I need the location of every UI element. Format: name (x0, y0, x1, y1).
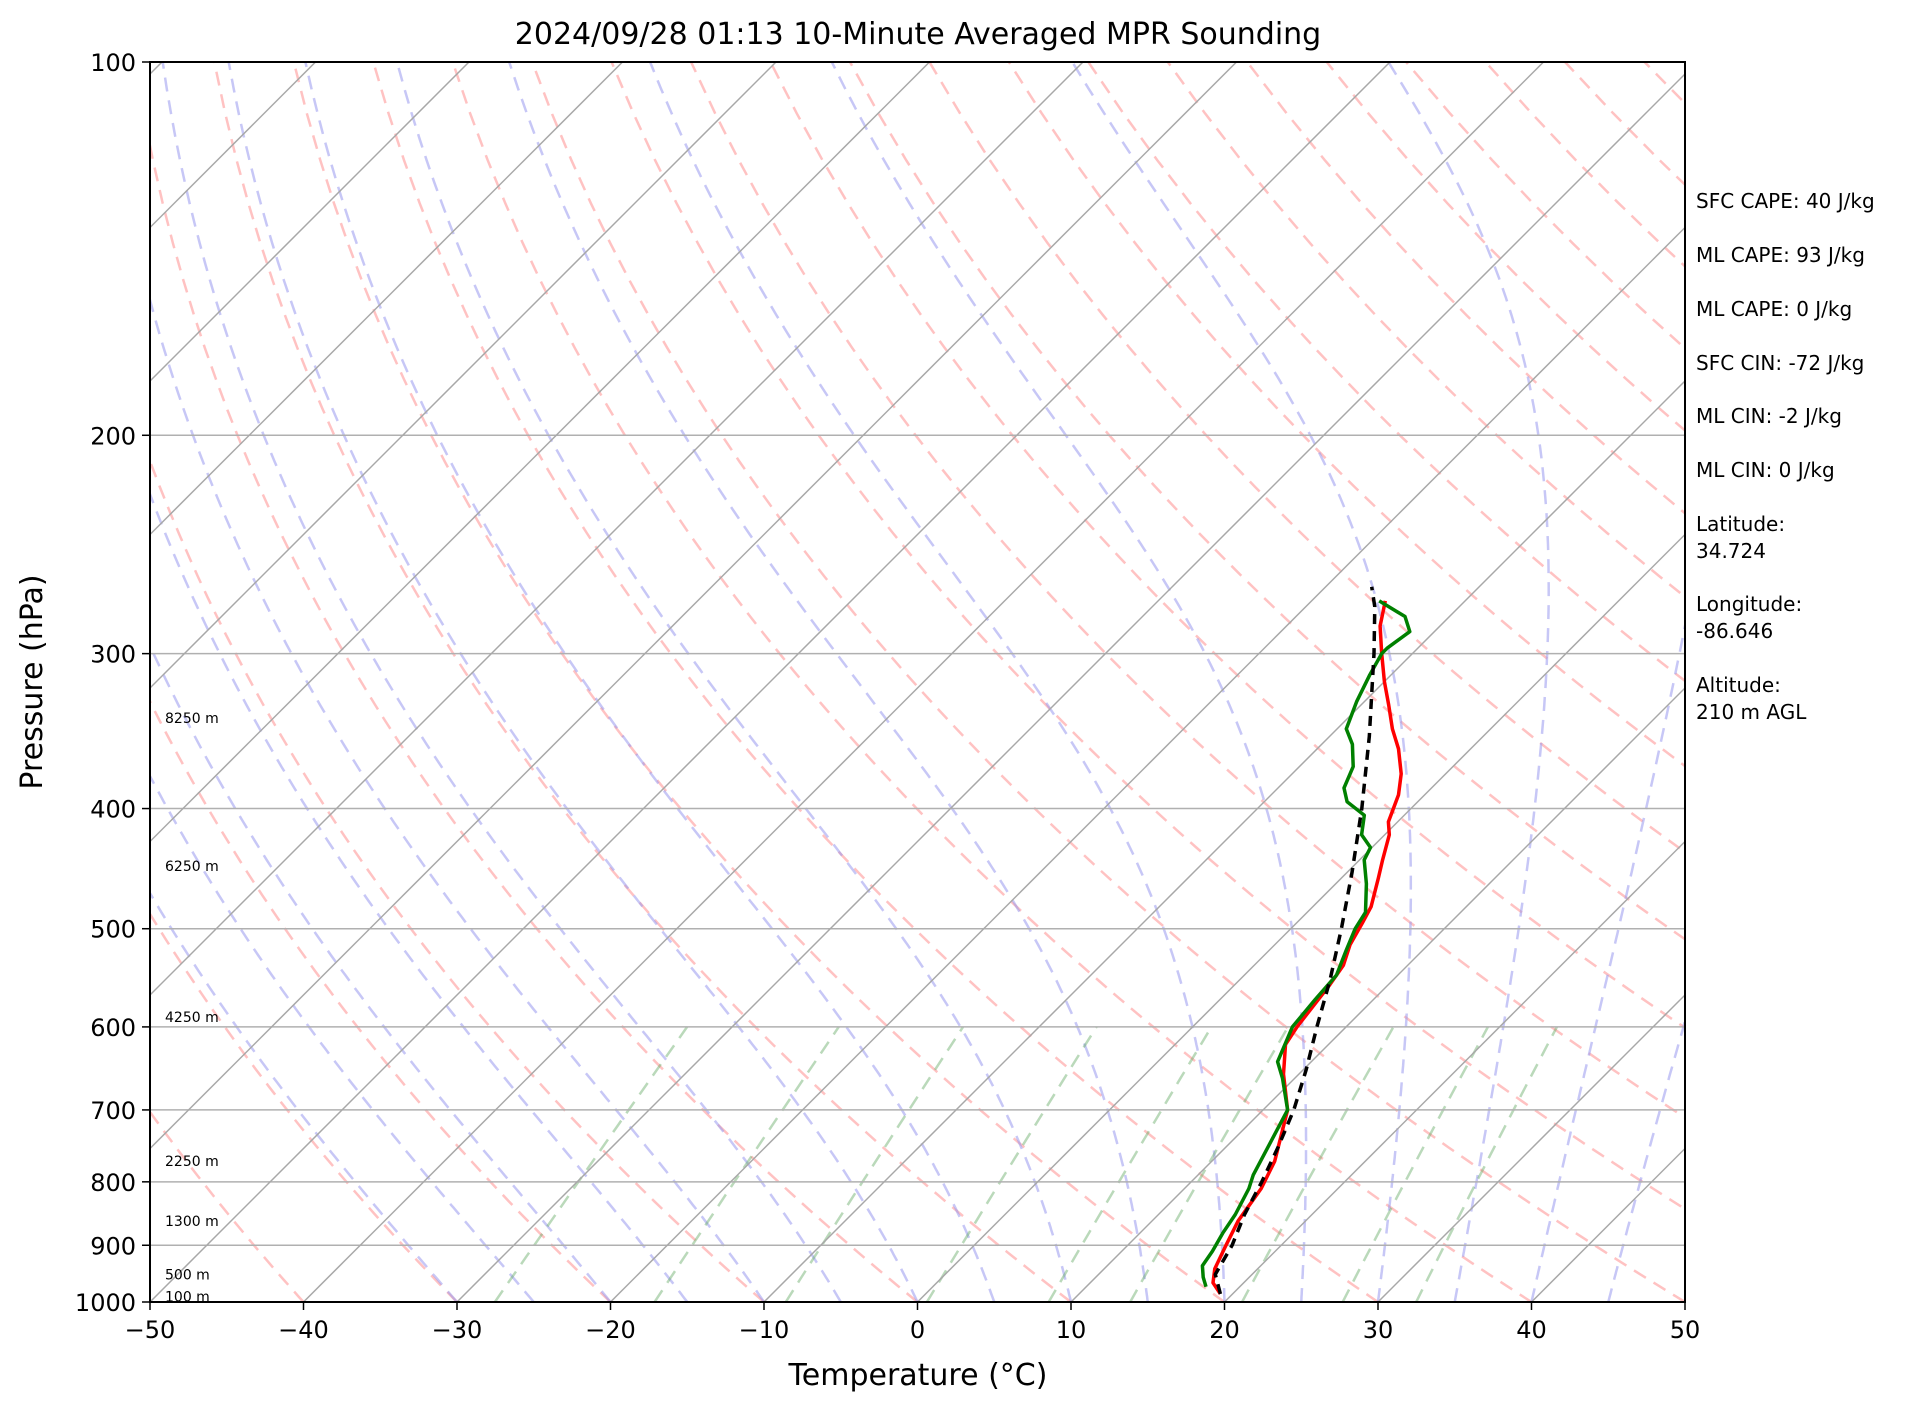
dry-adiabat-line (150, 698, 612, 1302)
data-series (1200, 586, 1412, 1295)
background-lines (150, 62, 1685, 1302)
y-tick-label: 600 (90, 1014, 136, 1042)
y-tick-label: 400 (90, 796, 136, 824)
isotherm-line (1223, 840, 1685, 1302)
isotherm-line (150, 62, 624, 536)
dry-adiabat-line (150, 1109, 305, 1302)
moist-adiabat-line (1387, 62, 1550, 1302)
moist-adiabat-line (161, 62, 842, 1302)
isotherm-line (609, 226, 1685, 1302)
info-panel: SFC CAPE: 40 J/kg ML CAPE: 93 J/kg ML CAPE… (1696, 189, 1875, 724)
y-tick-label: 1000 (75, 1289, 136, 1317)
height-label: 1300 m (165, 1214, 219, 1230)
dry-adiabat-line (451, 62, 1533, 1302)
moist-adiabat-line (150, 643, 612, 1302)
isotherm-line (150, 62, 1391, 1302)
x-tick-label: −30 (432, 1316, 483, 1344)
height-labels: 8250 m 6250 m 4250 m 2250 m 1300 m 500 m 100 m (165, 711, 219, 1306)
dry-adiabat-line (150, 911, 458, 1302)
dry-adiabat-line (1166, 62, 1685, 599)
height-label: 500 m (165, 1267, 210, 1283)
moist-adiabat-line (227, 62, 919, 1302)
x-axis-title: Temperature (°C) (788, 1358, 1048, 1393)
height-label: 2250 m (165, 1154, 219, 1170)
x-tick-label: 40 (1516, 1316, 1547, 1344)
height-label: 4250 m (165, 1010, 219, 1026)
dry-adiabat-line (372, 62, 1379, 1302)
isotherm-line (456, 72, 1685, 1302)
isotherm-line (150, 62, 777, 690)
dry-adiabat-line (769, 62, 1685, 1030)
info-line: ML CIN: 0 J/kg (1696, 458, 1835, 482)
dry-adiabat-line (848, 62, 1685, 941)
height-label: 6250 m (165, 859, 219, 875)
moist-adiabat-line (304, 62, 996, 1302)
info-line: Longitude: (1696, 592, 1802, 616)
y-tick-label: 800 (90, 1169, 136, 1197)
chart-title: 2024/09/28 01:13 10-Minute Averaged MPR … (515, 17, 1321, 52)
dewpoint-profile (1200, 599, 1412, 1288)
y-tick-label: 200 (90, 422, 136, 450)
info-line: Latitude: (1696, 512, 1785, 536)
x-tick-label: −20 (585, 1316, 636, 1344)
x-tick-label: 0 (910, 1316, 925, 1344)
y-axis-title: Pressure (hPa) (15, 574, 50, 789)
parcel-profile (1213, 586, 1377, 1295)
y-tick-label: 900 (90, 1232, 136, 1260)
x-tick-label: −50 (125, 1316, 176, 1344)
info-line: ML CAPE: 93 J/kg (1696, 243, 1865, 267)
isotherm-line (150, 62, 1238, 1150)
moist-adiabat-line (395, 62, 1073, 1302)
x-tick-label: 50 (1670, 1316, 1701, 1344)
x-tick-label: 30 (1363, 1316, 1394, 1344)
dry-adiabat-line (689, 62, 1685, 1120)
y-tick-label: 100 (90, 49, 136, 77)
dry-adiabat-line (292, 62, 1226, 1302)
info-line: ML CAPE: 0 J/kg (1696, 297, 1852, 321)
info-line: -86.646 (1696, 619, 1773, 643)
moist-adiabat-line (508, 62, 1150, 1302)
pressure-gridlines (150, 434, 1685, 1247)
moist-adiabat-line (1071, 62, 1413, 1302)
isotherm-line (302, 62, 1545, 1302)
x-tick-label: 20 (1209, 1316, 1240, 1344)
x-tick-label: −10 (739, 1316, 790, 1344)
moist-adiabat-line (150, 490, 689, 1302)
info-line: 34.724 (1696, 539, 1766, 563)
dry-adiabat-line (531, 62, 1685, 1302)
y-tick-label: 700 (90, 1097, 136, 1125)
info-line: ML CIN: -2 J/kg (1696, 404, 1842, 428)
y-tick-label: 500 (90, 916, 136, 944)
dry-adiabat-line (610, 62, 1685, 1211)
isotherm-line (1377, 993, 1685, 1302)
height-label: 100 m (165, 1290, 210, 1306)
y-tick-label: 300 (90, 641, 136, 669)
dry-adiabat-line (150, 457, 765, 1302)
dry-adiabat-line (213, 62, 1072, 1302)
isotherm-line (916, 533, 1685, 1302)
info-line: Altitude: (1696, 673, 1781, 697)
info-line: 210 m AGL (1696, 700, 1807, 724)
x-axis-ticks: −50 −40 −30 −20 −10 0 10 20 30 40 50 (125, 1302, 1701, 1344)
x-tick-label: −40 (278, 1316, 329, 1344)
info-line: SFC CAPE: 40 J/kg (1696, 189, 1875, 213)
dry-adiabat-line (928, 62, 1685, 854)
dry-adiabat-line (150, 139, 919, 1302)
x-tick-label: 10 (1056, 1316, 1087, 1344)
isotherm-line (150, 62, 1084, 997)
moist-adiabat-line (648, 62, 1226, 1302)
isotherm-line (150, 62, 470, 383)
y-axis-ticks: 100 200 300 400 500 600 700 800 900 1000 (75, 49, 150, 1317)
moist-adiabat-line (1530, 619, 1685, 1302)
isotherm-line (150, 62, 931, 843)
moist-adiabat-line (150, 890, 458, 1302)
info-line: SFC CIN: -72 J/kg (1696, 351, 1864, 375)
height-label: 8250 m (165, 711, 219, 727)
isotherm-line (1070, 686, 1685, 1302)
moist-adiabat-line (830, 62, 1308, 1302)
